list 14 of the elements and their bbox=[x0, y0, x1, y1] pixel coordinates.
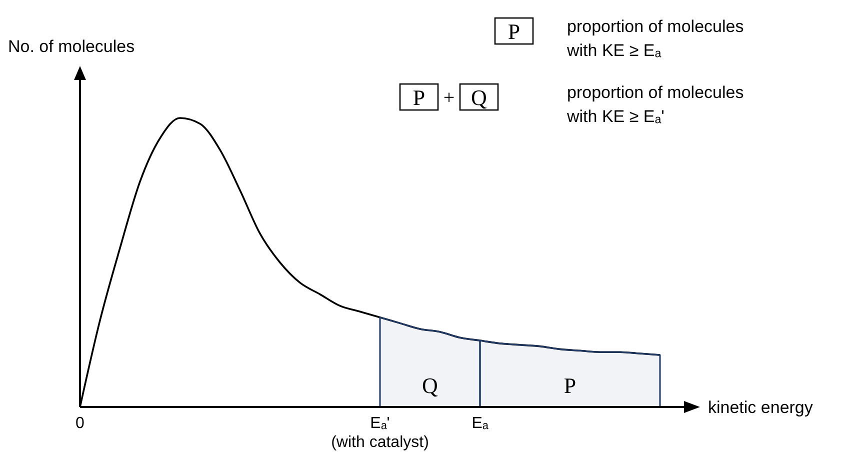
series-label: Q bbox=[422, 373, 438, 398]
text: Q bbox=[471, 85, 488, 110]
text: P bbox=[412, 85, 426, 110]
text: proportion of molecules with KE ≥ Eₐ bbox=[566, 17, 744, 60]
text: (with catalyst) bbox=[331, 434, 429, 451]
text: + bbox=[443, 87, 455, 109]
series-label: P bbox=[564, 373, 576, 398]
text: P bbox=[508, 19, 520, 44]
x-tick-label: Eₐ' bbox=[370, 415, 390, 432]
x-tick-label: 0 bbox=[76, 415, 85, 432]
x-axis-title: kinetic energy bbox=[708, 398, 814, 417]
x-tick-label: Eₐ bbox=[472, 415, 490, 432]
annotation: proportion of molecules with KE ≥ Eₐ' bbox=[566, 83, 744, 126]
y-axis-title: No. of molecules bbox=[8, 37, 135, 56]
